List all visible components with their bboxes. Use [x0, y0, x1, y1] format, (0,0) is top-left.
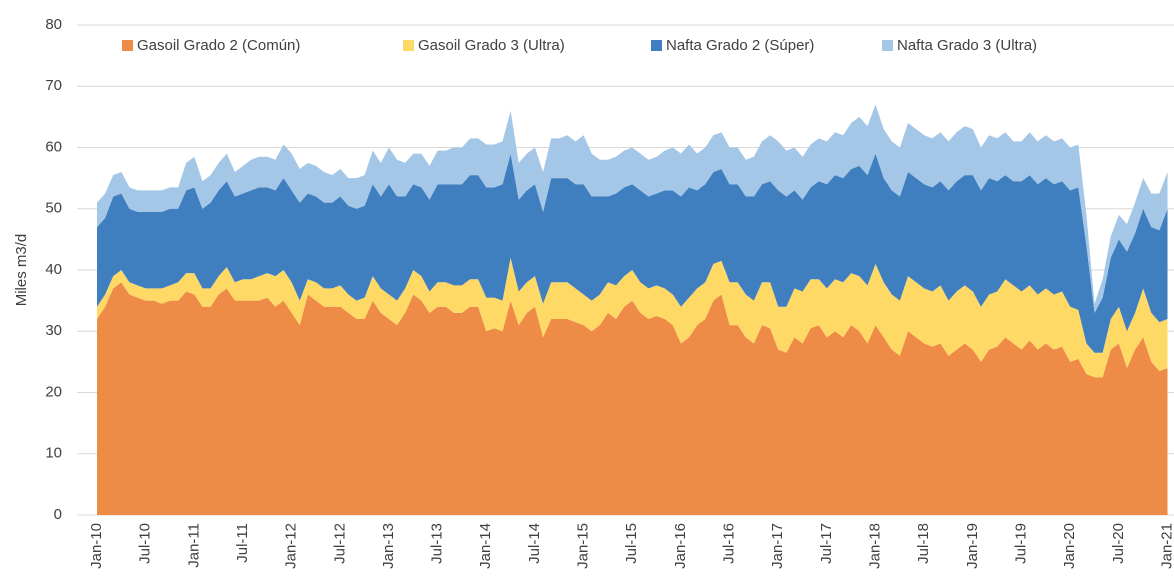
x-tick-label: Jan-14: [477, 523, 494, 569]
y-tick-label: 0: [54, 506, 62, 523]
area: [97, 104, 1168, 313]
x-tick-label: Jan-18: [867, 523, 884, 569]
area: [97, 153, 1168, 353]
x-tick-label: Jul-18: [915, 523, 932, 564]
x-tick-label: Jul-20: [1110, 523, 1127, 564]
y-tick-label: 20: [45, 383, 62, 400]
y-tick-label: 50: [45, 200, 62, 217]
y-tick-label: 60: [45, 138, 62, 155]
legend-swatch: [122, 40, 133, 51]
x-tick-label: Jan-17: [769, 523, 786, 569]
x-tick-label: Jan-21: [1158, 523, 1174, 569]
y-tick-label: 30: [45, 322, 62, 339]
y-tick-label: 40: [45, 261, 62, 278]
legend-label: Gasoil Grado 2 (Común): [137, 37, 300, 54]
x-tick-label: Jan-19: [964, 523, 981, 569]
legend-label: Gasoil Grado 3 (Ultra): [418, 37, 565, 54]
x-tick-label: Jul-16: [721, 523, 738, 564]
legend-swatch: [882, 40, 893, 51]
x-tick-label: Jan-20: [1061, 523, 1078, 569]
x-tick-label: Jul-10: [137, 523, 154, 564]
x-tick-label: Jul-19: [1013, 523, 1030, 564]
legend-swatch: [651, 40, 662, 51]
legend-swatch: [403, 40, 414, 51]
x-tick-label: Jan-13: [380, 523, 397, 569]
x-tick-label: Jul-11: [234, 523, 251, 563]
x-tick-label: Jul-14: [526, 523, 543, 564]
y-tick-label: 10: [45, 445, 62, 462]
x-tick-label: Jan-16: [672, 523, 689, 569]
x-tick-label: Jan-15: [575, 523, 592, 569]
x-tick-label: Jan-10: [88, 523, 105, 569]
y-tick-label: 70: [45, 77, 62, 94]
x-tick-label: Jul-12: [331, 523, 348, 564]
legend-label: Nafta Grado 2 (Súper): [666, 37, 814, 54]
x-tick-label: Jul-13: [429, 523, 446, 564]
x-tick-label: Jul-17: [818, 523, 835, 564]
x-tick-label: Jul-15: [623, 523, 640, 564]
y-tick-label: 80: [45, 16, 62, 33]
area: [97, 257, 1168, 378]
x-tick-label: Jan-11: [185, 523, 202, 568]
legend-label: Nafta Grado 3 (Ultra): [897, 37, 1037, 54]
x-tick-label: Jan-12: [283, 523, 300, 569]
y-axis-label: Miles m3/d: [13, 234, 30, 307]
area: [97, 282, 1168, 515]
